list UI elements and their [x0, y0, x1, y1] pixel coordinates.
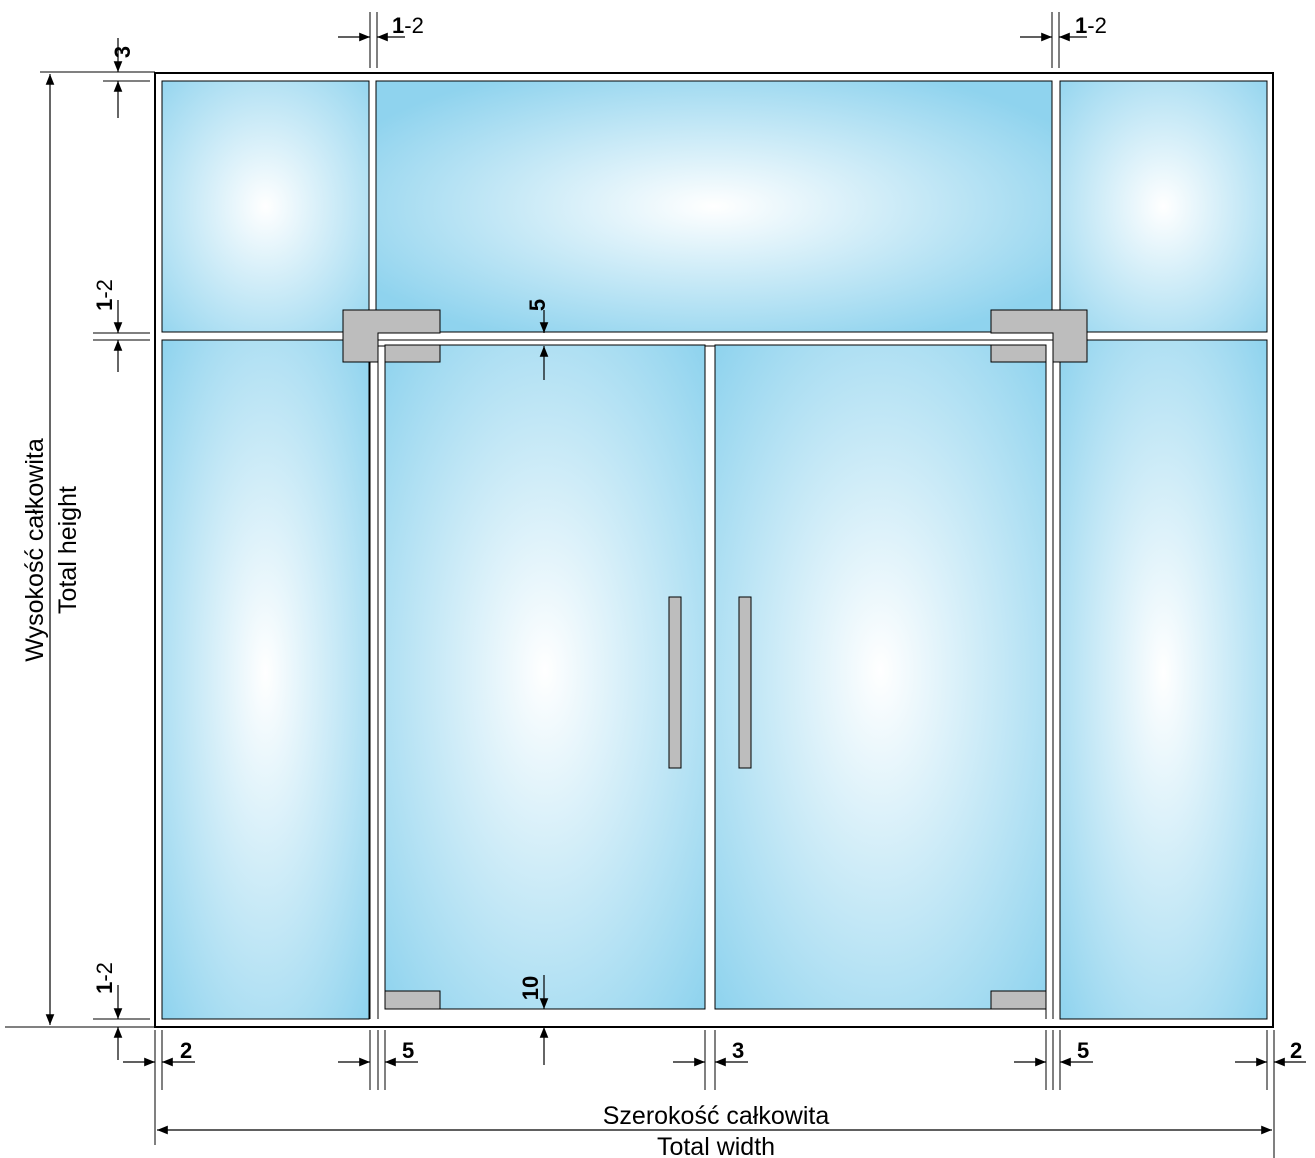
pivot-bottom-left: [384, 990, 441, 1010]
dim-left-door-gap: 5: [402, 1038, 414, 1063]
glass-panel-top-right: [1059, 80, 1268, 333]
dim-left-margin: 2: [180, 1038, 192, 1063]
hinge-top-left: [384, 344, 441, 363]
label-total-width-pl: Szerokość całkowita: [603, 1102, 830, 1130]
dim-door-top-gap: 5: [525, 299, 550, 311]
dim-right-door-gap: 5: [1077, 1038, 1089, 1063]
door-leaf-left: [384, 344, 706, 1010]
dim-transom-gap: 1-2: [92, 279, 117, 311]
label-total-width-en: Total width: [657, 1133, 775, 1158]
dim-door-bottom-gap: 10: [518, 976, 543, 1000]
dim-bottom-gap: 1-2: [92, 962, 117, 994]
glass-panel-transom: [375, 80, 1053, 333]
handle-left: [668, 596, 682, 769]
label-total-height-en: Total height: [54, 486, 82, 614]
handle-right: [738, 596, 752, 769]
glass-panel-side-left: [161, 339, 370, 1020]
top-fitting-left: [342, 309, 441, 363]
dim-right-margin: 2: [1290, 1038, 1302, 1063]
hinge-top-right: [990, 344, 1047, 363]
top-fitting-right: [990, 309, 1088, 363]
label-total-height-pl: Wysokość całkowita: [21, 438, 49, 662]
glass-panel-top-left: [161, 80, 370, 333]
pivot-bottom-right: [990, 990, 1047, 1010]
dim-top-gap-left: 1-2: [392, 13, 424, 38]
dim-center-gap: 3: [732, 1038, 744, 1063]
door-opening-outline: [369, 339, 1054, 1019]
dim-top-gap-right: 1-2: [1075, 13, 1107, 38]
dim-top-margin: 3: [110, 46, 135, 58]
door-leaf-right: [714, 344, 1047, 1010]
glass-panel-side-right: [1059, 339, 1268, 1020]
